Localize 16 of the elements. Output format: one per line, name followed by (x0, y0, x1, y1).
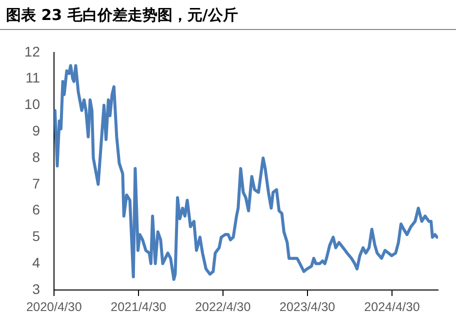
chart-title: 图表 23 毛白价差走势图，元/公斤 (6, 6, 238, 25)
y-tick-label: 6 (32, 202, 40, 218)
y-tick-label: 8 (32, 148, 40, 165)
y-tick-label: 4 (32, 254, 40, 270)
y-tick-label: 5 (32, 228, 40, 244)
y-tick-label: 9 (32, 122, 40, 138)
y-tick-label: 10 (24, 96, 40, 112)
y-tick-label: 3 (32, 280, 40, 297)
y-tick-label: 7 (32, 175, 40, 192)
x-tick-label: 2021/4/30 (110, 300, 166, 314)
x-tick-label: 2024/4/30 (364, 300, 420, 314)
x-tick-label: 2020/4/30 (26, 300, 82, 314)
x-tick-label: 2023/4/30 (279, 300, 336, 314)
y-tick-label: 12 (24, 43, 40, 60)
x-tick-label: 2022/4/30 (195, 300, 251, 314)
y-tick-label: 11 (25, 70, 40, 86)
